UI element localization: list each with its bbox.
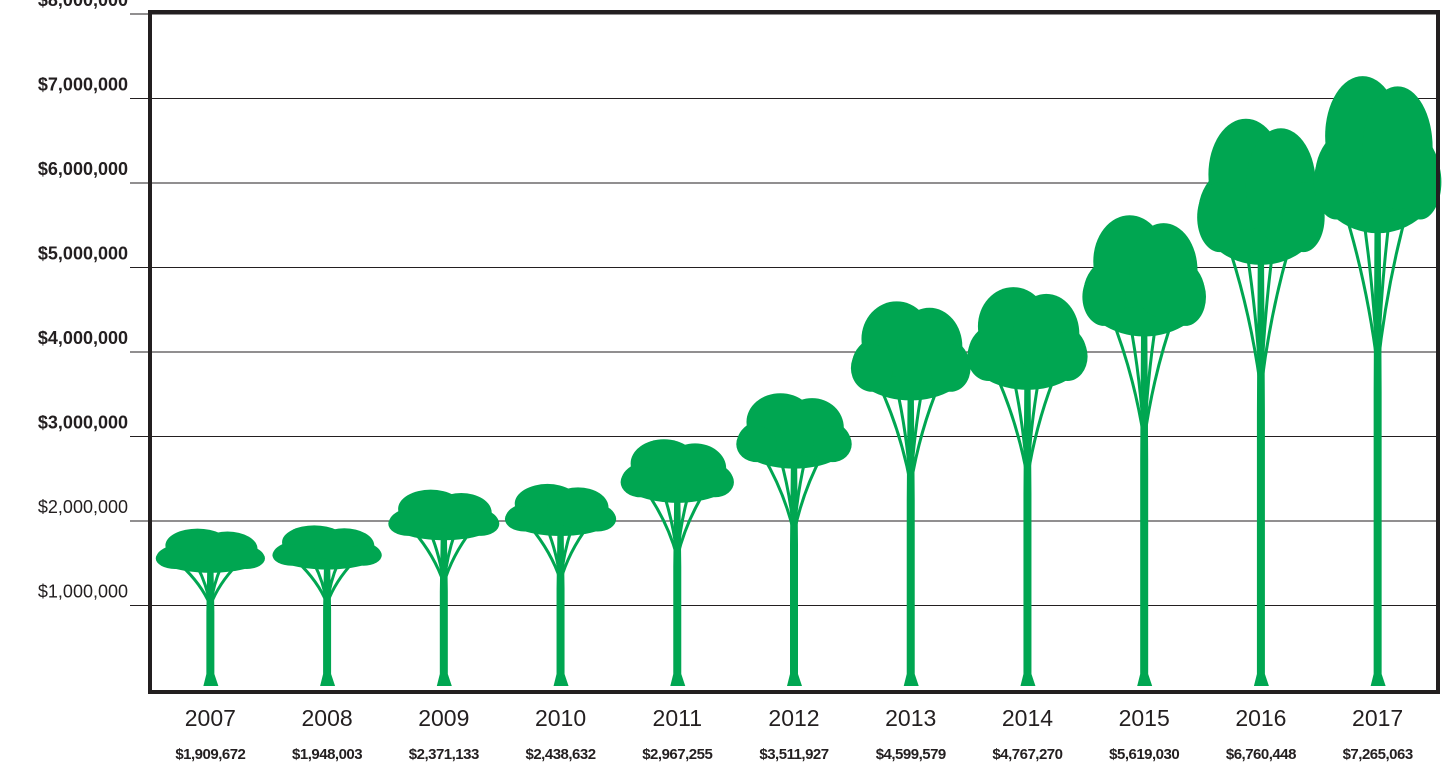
value-label: $4,767,270 [992,746,1062,763]
value-label: $2,967,255 [642,746,712,763]
tree-canopy [967,331,1010,381]
x-tick-label: 2011 [653,705,702,731]
tree-canopy [696,466,734,498]
tree-canopy [1197,182,1243,253]
tree [155,528,265,686]
tree-canopy [345,544,382,566]
tree-canopy [1398,144,1442,220]
tree [850,301,971,686]
value-label: $2,438,632 [526,746,596,763]
tree-canopy [228,547,265,569]
value-label: $4,599,579 [876,746,946,763]
tree [388,489,500,686]
x-tick-label: 2008 [302,705,353,731]
tree-canopy [504,506,545,532]
tree [736,393,852,686]
tree-canopy [1047,331,1088,381]
y-tick-label: $1,000,000 [38,581,128,601]
tree-canopy [1282,182,1325,253]
x-tick-label: 2017 [1352,705,1403,731]
value-label: $5,619,030 [1109,746,1179,763]
grid [130,13,1436,606]
tree [504,483,617,686]
tree [1197,118,1325,686]
tree-canopy [1313,144,1359,220]
plot-frame [148,10,1440,694]
tree-canopy [813,426,852,463]
labels: $1,000,000 $2,000,000 $3,000,000 $4,000,000… [38,0,1413,763]
value-label: $1,948,003 [292,746,362,763]
y-tick-label: $5,000,000 [38,243,128,263]
tree [1082,215,1206,686]
value-label: $3,511,927 [759,746,828,763]
x-tick-label: 2010 [535,705,586,731]
tree-canopy [579,506,617,532]
value-label: $1,909,672 [175,746,245,763]
x-tick-label: 2007 [185,705,236,731]
x-tick-label: 2015 [1119,705,1170,731]
tree-canopy [155,547,195,569]
tree-canopy [388,511,428,536]
y-tick-label: $2,000,000 [38,497,128,517]
tree [967,287,1088,686]
y-tick-label: $8,000,000 [38,0,128,10]
value-label: $2,371,133 [409,746,479,763]
trees [155,76,1442,686]
x-tick-label: 2016 [1235,705,1286,731]
tree [620,439,734,686]
value-label: $6,760,448 [1226,746,1296,763]
tree-canopy [620,466,661,498]
tree-canopy [930,344,971,392]
value-label: $7,265,063 [1343,746,1413,763]
y-tick-label: $7,000,000 [38,74,128,94]
tree-canopy [850,344,894,392]
tree [272,525,382,686]
x-tick-label: 2012 [768,705,819,731]
x-tick-label: 2009 [418,705,469,731]
tree-canopy [736,426,778,463]
x-tick-label: 2013 [885,705,936,731]
tree-canopy [462,511,500,536]
tree-canopy [1082,267,1127,326]
x-tick-label: 2014 [1002,705,1053,731]
tree-canopy [1164,267,1206,326]
y-tick-label: $4,000,000 [38,328,128,348]
y-tick-label: $3,000,000 [38,412,128,432]
tree-canopy [272,544,312,566]
y-tick-label: $6,000,000 [38,159,128,179]
tree [1313,76,1442,686]
